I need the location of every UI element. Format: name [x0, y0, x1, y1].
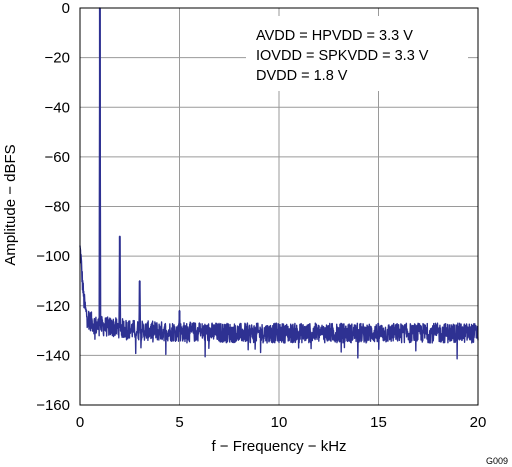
y-tick-label: −60: [45, 149, 70, 166]
x-tick-label: 0: [76, 414, 84, 431]
y-tick-label: −120: [36, 298, 70, 315]
y-tick-labels: 0 −20 −40 −60 −80 −100 −120 −140 −160: [36, 0, 70, 414]
y-tick-label: 0: [62, 0, 70, 17]
spectrum-trace: [79, 7, 479, 360]
y-tick-label: −40: [45, 99, 70, 116]
x-tick-label: 20: [470, 414, 487, 431]
x-tick-labels: 0 5 10 15 20: [76, 414, 487, 431]
figure-id: G009: [486, 456, 508, 466]
plot-frame: [79, 7, 479, 406]
annotation-dvdd: DVDD = 1.8 V: [256, 68, 348, 84]
y-tick-label: −160: [36, 397, 70, 414]
x-tick-label: 10: [271, 414, 288, 431]
annotation-avdd: AVDD = HPVDD = 3.3 V: [256, 28, 413, 44]
annotation-iovdd: IOVDD = SPKVDD = 3.3 V: [256, 48, 429, 64]
annotation-box: AVDD = HPVDD = 3.3 V IOVDD = SPKVDD = 3.…: [246, 16, 468, 91]
y-tick-label: −80: [45, 199, 70, 216]
spectrum-line: [79, 7, 479, 360]
y-axis-title: Amplitude − dBFS: [2, 144, 19, 265]
annotation-background: [246, 16, 468, 91]
y-tick-label: −20: [45, 50, 70, 67]
y-tick-label: −140: [36, 347, 70, 364]
x-axis-title: f − Frequency − kHz: [211, 438, 346, 455]
x-tick-label: 15: [370, 414, 387, 431]
y-tick-label: −100: [36, 248, 70, 265]
x-tick-label: 5: [175, 414, 183, 431]
